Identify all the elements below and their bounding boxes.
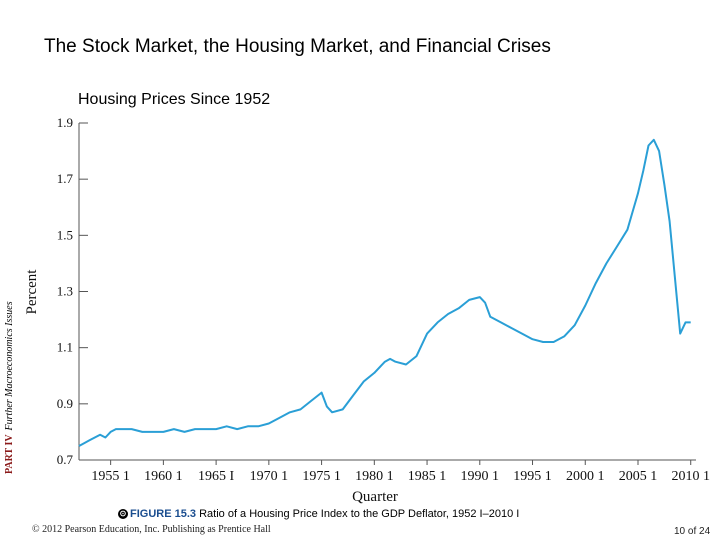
page-number: 10 of 24 xyxy=(674,526,711,537)
x-tick-label: 2010 1 xyxy=(671,469,710,484)
x-tick-label: 1975 1 xyxy=(302,469,341,484)
copyright-notice: © 2012 Pearson Education, Inc. Publishin… xyxy=(32,524,271,535)
chart-title: Housing Prices Since 1952 xyxy=(78,91,271,108)
chart-axes xyxy=(78,123,696,461)
x-tick-label: 2000 1 xyxy=(566,469,605,484)
y-tick-label: 1.1 xyxy=(57,340,73,355)
x-ticks: 1955 1 1960 1 1965 I 1970 1 1975 1 1980 1 1985… xyxy=(91,460,710,484)
figure-caption-text: Ratio of a Housing Price Index to the GD… xyxy=(199,508,520,520)
x-tick-label: 2005 1 xyxy=(619,469,658,484)
figure-bullet-icon: ⊙ xyxy=(118,509,128,520)
x-tick-label: 1960 1 xyxy=(144,469,183,484)
figure-caption: ⊙ FIGURE 15.3 Ratio of a Housing Price In… xyxy=(118,508,519,520)
slide-title: The Stock Market, the Housing Market, an… xyxy=(44,36,551,57)
x-tick-label: 1995 1 xyxy=(513,469,552,484)
housing-price-ratio-line xyxy=(78,138,691,447)
y-tick-label: 1.7 xyxy=(57,171,74,186)
y-tick-label: 1.9 xyxy=(57,115,73,130)
x-tick-label: 1990 1 xyxy=(461,469,500,484)
y-axis-label: Percent xyxy=(24,269,40,315)
x-axis-label: Quarter xyxy=(352,489,398,505)
y-tick-label: 0.9 xyxy=(57,396,73,411)
y-tick-label: 1.3 xyxy=(57,284,73,299)
x-tick-label: 1980 1 xyxy=(355,469,394,484)
y-ticks: 0.7 0.9 1.1 1.3 1.5 1.7 1.9 xyxy=(57,115,88,467)
y-tick-label: 1.5 xyxy=(57,227,73,242)
y-tick-label: 0.7 xyxy=(57,452,74,467)
x-tick-label: 1985 1 xyxy=(408,469,447,484)
x-tick-label: 1965 I xyxy=(198,469,235,484)
x-tick-label: 1970 1 xyxy=(250,469,289,484)
figure-number: FIGURE 15.3 xyxy=(130,508,197,520)
x-tick-label: 1955 1 xyxy=(91,469,130,484)
